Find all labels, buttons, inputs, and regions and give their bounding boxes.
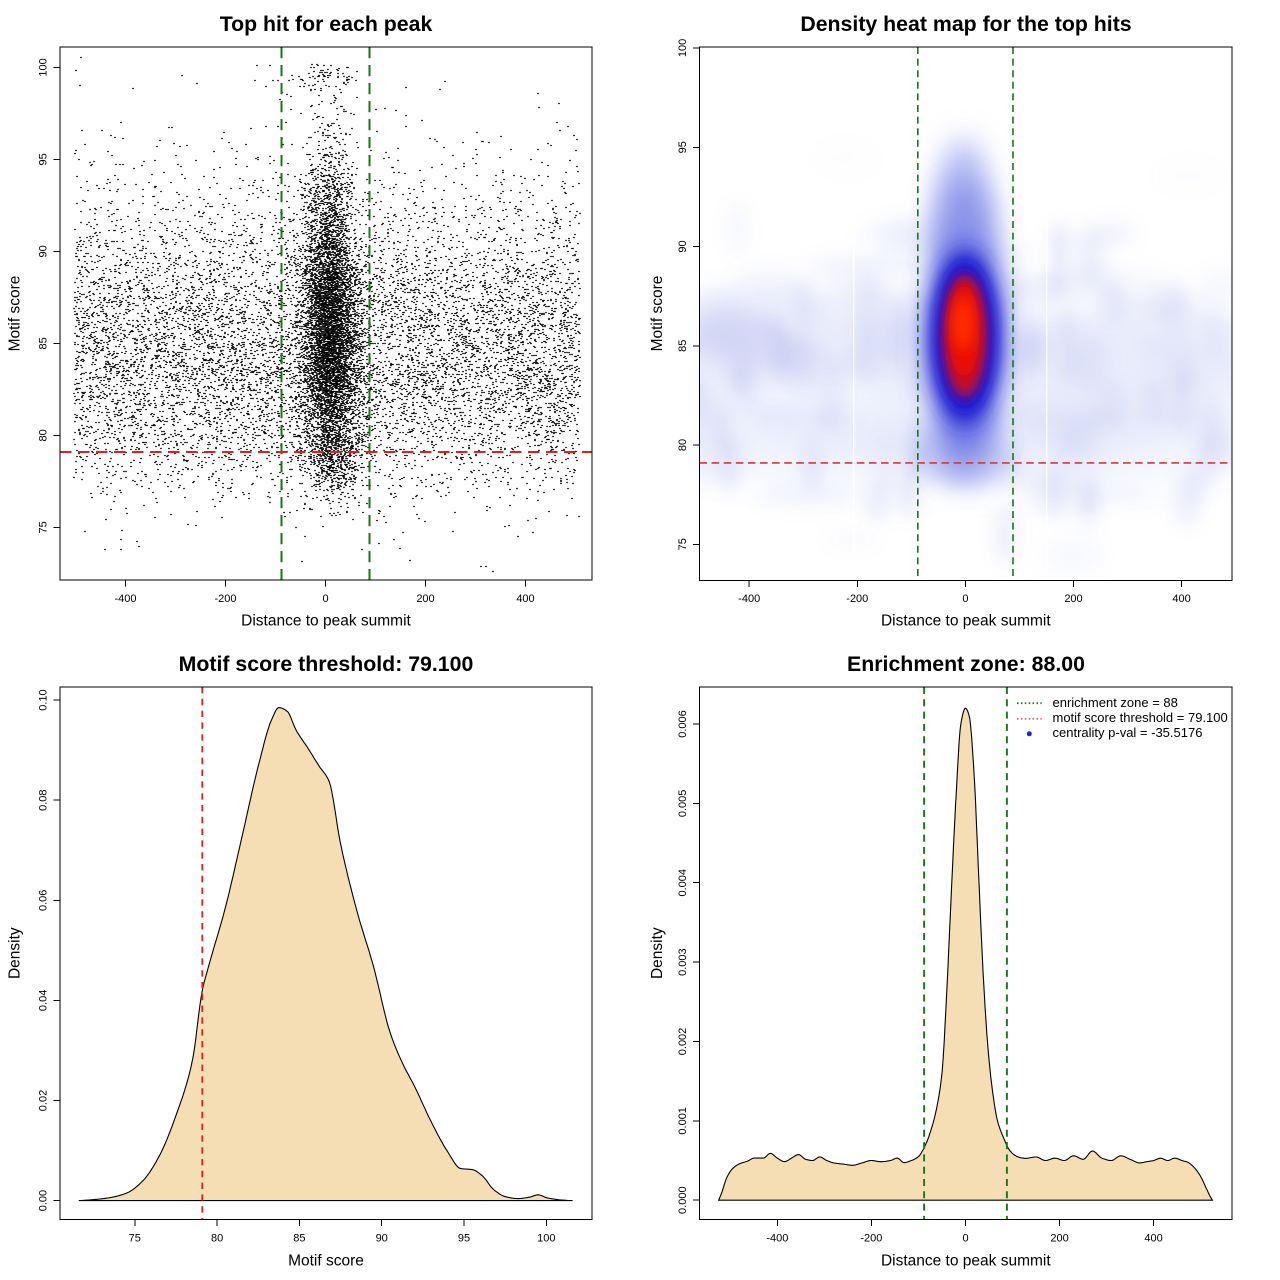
svg-text:centrality p-val = -35.5176: centrality p-val = -35.5176 bbox=[1053, 725, 1203, 740]
svg-text:200: 200 bbox=[416, 593, 434, 605]
svg-text:-400: -400 bbox=[738, 593, 760, 605]
svg-text:Density: Density bbox=[649, 927, 666, 979]
svg-text:0.10: 0.10 bbox=[38, 689, 50, 710]
svg-text:Density heat map for the top h: Density heat map for the top hits bbox=[800, 12, 1131, 36]
svg-text:motif score threshold = 79.100: motif score threshold = 79.100 bbox=[1053, 710, 1228, 725]
svg-text:75: 75 bbox=[677, 538, 689, 550]
svg-text:0.002: 0.002 bbox=[677, 1028, 689, 1056]
svg-text:enrichment zone = 88: enrichment zone = 88 bbox=[1053, 695, 1178, 710]
svg-text:95: 95 bbox=[38, 153, 50, 165]
svg-text:80: 80 bbox=[211, 1233, 223, 1245]
svg-text:0.004: 0.004 bbox=[677, 869, 689, 897]
svg-text:80: 80 bbox=[677, 439, 689, 451]
svg-text:-400: -400 bbox=[114, 593, 136, 605]
svg-text:-200: -200 bbox=[860, 1233, 882, 1245]
svg-text:Motif score: Motif score bbox=[649, 276, 666, 352]
svg-text:-200: -200 bbox=[846, 593, 868, 605]
svg-text:95: 95 bbox=[677, 141, 689, 153]
svg-text:90: 90 bbox=[376, 1233, 388, 1245]
svg-text:-400: -400 bbox=[766, 1233, 788, 1245]
svg-text:80: 80 bbox=[38, 429, 50, 441]
svg-text:400: 400 bbox=[1172, 593, 1190, 605]
svg-text:75: 75 bbox=[129, 1233, 141, 1245]
svg-text:0.02: 0.02 bbox=[38, 1090, 50, 1111]
svg-text:100: 100 bbox=[537, 1233, 555, 1245]
svg-text:85: 85 bbox=[38, 337, 50, 349]
svg-text:90: 90 bbox=[677, 240, 689, 252]
svg-text:-200: -200 bbox=[214, 593, 236, 605]
svg-text:0.06: 0.06 bbox=[38, 890, 50, 911]
svg-text:0.006: 0.006 bbox=[677, 710, 689, 738]
svg-text:400: 400 bbox=[516, 593, 534, 605]
svg-text:0.000: 0.000 bbox=[677, 1186, 689, 1214]
svg-text:0.003: 0.003 bbox=[677, 948, 689, 976]
svg-text:400: 400 bbox=[1144, 1233, 1162, 1245]
svg-text:0: 0 bbox=[962, 1233, 968, 1245]
svg-text:0.001: 0.001 bbox=[677, 1107, 689, 1135]
svg-text:Motif score: Motif score bbox=[288, 1252, 364, 1269]
svg-text:95: 95 bbox=[458, 1233, 470, 1245]
svg-text:0.00: 0.00 bbox=[38, 1190, 50, 1211]
svg-text:Enrichment zone: 88.00: Enrichment zone: 88.00 bbox=[847, 652, 1085, 676]
svg-text:100: 100 bbox=[38, 58, 50, 76]
svg-text:0.005: 0.005 bbox=[677, 790, 689, 818]
svg-text:0.08: 0.08 bbox=[38, 789, 50, 810]
svg-text:85: 85 bbox=[677, 340, 689, 352]
svg-text:200: 200 bbox=[1050, 1233, 1068, 1245]
svg-text:Density: Density bbox=[7, 927, 24, 979]
svg-text:Motif score threshold: 79.100: Motif score threshold: 79.100 bbox=[179, 652, 474, 676]
svg-text:85: 85 bbox=[293, 1233, 305, 1245]
svg-text:Distance to peak summit: Distance to peak summit bbox=[881, 1252, 1051, 1269]
svg-text:Motif score: Motif score bbox=[7, 276, 24, 352]
svg-text:0: 0 bbox=[322, 593, 328, 605]
svg-text:75: 75 bbox=[38, 521, 50, 533]
svg-text:Top hit for each peak: Top hit for each peak bbox=[220, 12, 433, 36]
svg-text:100: 100 bbox=[677, 39, 689, 57]
svg-text:0.04: 0.04 bbox=[38, 990, 50, 1011]
svg-text:0: 0 bbox=[962, 593, 968, 605]
svg-text:Distance to peak summit: Distance to peak summit bbox=[241, 612, 411, 629]
svg-text:Distance to peak summit: Distance to peak summit bbox=[881, 612, 1051, 629]
svg-text:200: 200 bbox=[1064, 593, 1082, 605]
svg-text:90: 90 bbox=[38, 245, 50, 257]
